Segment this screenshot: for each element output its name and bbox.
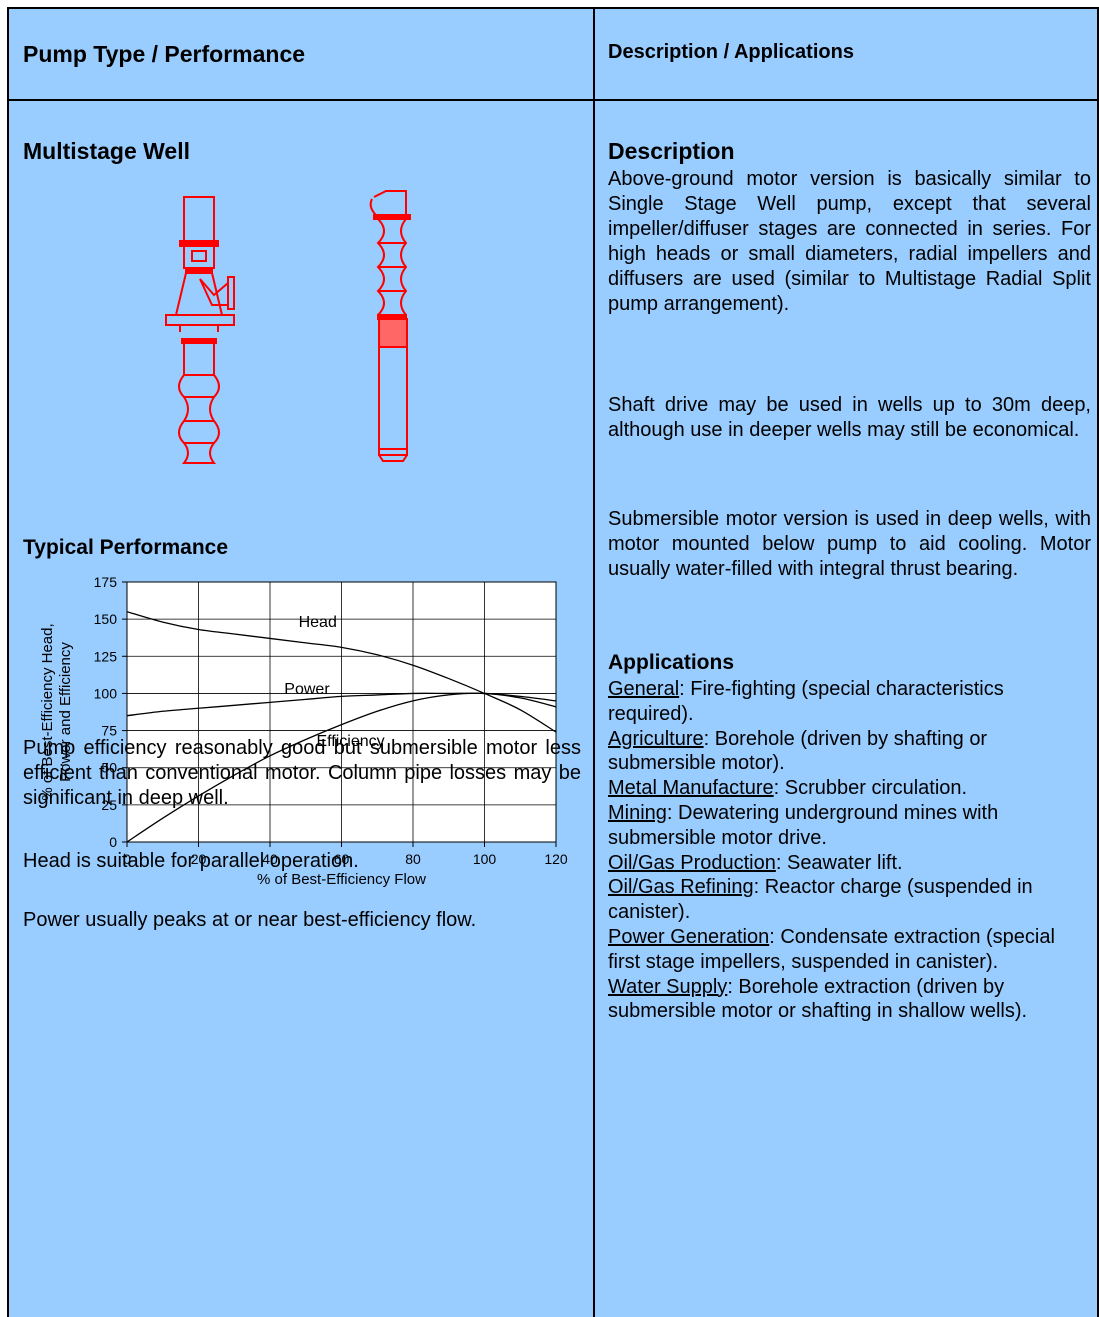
y-tick-label: 175 (94, 574, 118, 590)
application-text: : Dewatering underground mines with subm… (608, 801, 999, 849)
series-line-efficiency (126, 692, 557, 843)
description-paragraph-1: Above-ground motor version is basically … (608, 168, 1091, 315)
chart-ticks: 0 20 40 60 80 100 120 0 25 50 75 100 125 150 175 (94, 574, 568, 867)
note-1: Pump efficiency reasonably good but subm… (23, 737, 581, 809)
header-right: Description / Applications (608, 41, 854, 63)
application-item: General: Fire-fighting (special characte… (608, 677, 1090, 727)
y-tick-label: 0 (109, 834, 117, 850)
application-text: : Fire-fighting (special characteristics… (608, 678, 1004, 725)
left-border (7, 7, 9, 1317)
applications-list: General: Fire-fighting (special characte… (608, 677, 1090, 1024)
y-tick-label: 25 (101, 797, 117, 813)
pump-name: Multistage Well (23, 138, 190, 164)
y-tick-label: 125 (94, 648, 118, 664)
application-item: Oil/Gas Production: Seawater lift. (608, 851, 1090, 876)
x-axis-label: % of Best-Efficiency Flow (257, 871, 426, 888)
pump-drawings (165, 190, 411, 464)
application-item: Metal Manufacture: Scrubber circulation. (608, 776, 1090, 801)
performance-title: Typical Performance (23, 536, 229, 559)
x-tick-label: 20 (191, 851, 207, 867)
chart-grid (126, 581, 557, 843)
y-tick-label: 50 (101, 760, 117, 776)
top-border (7, 7, 1099, 9)
y-tick-label: 75 (101, 723, 117, 739)
y-tick-label: 100 (94, 685, 118, 701)
application-text: : Condensate extraction (special first s… (608, 925, 1055, 973)
column-divider (593, 7, 595, 1317)
header-left: Pump Type / Performance (23, 41, 306, 67)
note-3: Power usually peaks at or near best-effi… (23, 909, 477, 931)
y-tick-label: 150 (94, 611, 118, 627)
right-border (1097, 7, 1099, 1317)
x-tick-label: 40 (262, 851, 278, 867)
application-category: Power Generation (608, 925, 770, 948)
application-category: Oil/Gas Production (608, 851, 776, 874)
application-text: : Borehole extraction (driven by submers… (608, 975, 1028, 1023)
application-text: : Scrubber circulation. (773, 777, 968, 800)
x-tick-label: 0 (123, 851, 131, 867)
x-tick-label: 100 (473, 851, 497, 867)
header-divider (7, 99, 1099, 101)
application-category: General (608, 678, 680, 700)
applications-title: Applications (608, 651, 735, 674)
application-item: Power Generation: Condensate extraction … (608, 925, 1090, 975)
application-category: Oil/Gas Refining (608, 876, 754, 899)
series-label-power: Power (284, 681, 330, 698)
x-tick-label: 60 (334, 851, 350, 867)
x-tick-label: 80 (405, 851, 421, 867)
application-category: Agriculture (608, 727, 704, 750)
application-category: Mining (608, 801, 667, 824)
x-tick-label: 120 (544, 851, 568, 867)
performance-chart: 0 20 40 60 80 100 120 0 25 50 75 100 125 150 175 Head P… (39, 574, 568, 888)
application-category: Water Supply (608, 975, 728, 998)
application-item: Agriculture: Borehole (driven by shaftin… (608, 727, 1090, 777)
application-item: Mining: Dewatering underground mines wit… (608, 801, 1090, 851)
application-text: : Reactor charge (suspended in canister)… (608, 876, 1033, 924)
application-text: : Seawater lift. (775, 851, 903, 874)
description-title: Description (608, 138, 735, 164)
description-paragraph-2: Shaft drive may be used in wells up to 3… (608, 394, 1091, 441)
series-label-head: Head (299, 614, 337, 631)
description-paragraph-3: Submersible motor version is used in dee… (608, 508, 1091, 580)
application-item: Oil/Gas Refining: Reactor charge (suspen… (608, 875, 1090, 925)
chart-lines (126, 611, 557, 843)
y-axis-label-line-1: % of Best-Efficiency Head, (39, 623, 56, 800)
submersible-motor-pump (369, 190, 411, 462)
note-2: Head is suitable for parallel operation. (23, 850, 359, 872)
chart-labels: Head Power Efficiency % of Best-Efficiency … (39, 614, 426, 888)
series-label-efficiency: Efficiency (316, 733, 384, 750)
application-category: Metal Manufacture (608, 777, 774, 800)
y-axis-label-line-2: Power and Efficiency (57, 642, 74, 782)
application-text: : Borehole (driven by shafting or submer… (608, 727, 988, 775)
above-ground-motor-pump (165, 196, 235, 464)
application-item: Water Supply: Borehole extraction (drive… (608, 975, 1090, 1025)
